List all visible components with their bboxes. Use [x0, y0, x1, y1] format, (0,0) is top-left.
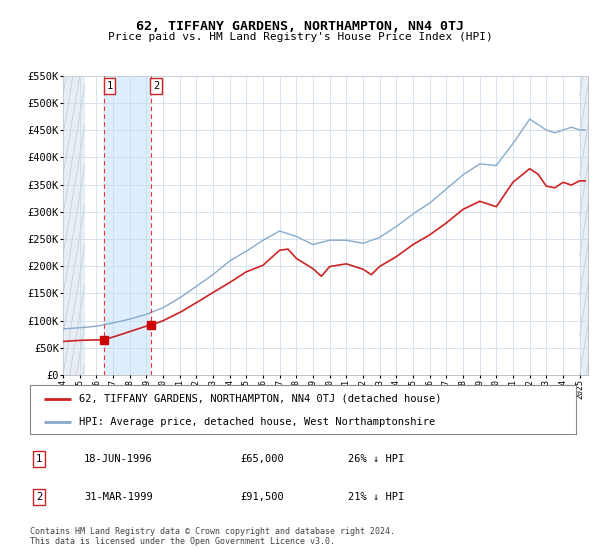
- Text: 26% ↓ HPI: 26% ↓ HPI: [348, 454, 404, 464]
- Text: HPI: Average price, detached house, West Northamptonshire: HPI: Average price, detached house, West…: [79, 417, 436, 427]
- Bar: [580, 76, 596, 375]
- Text: Contains HM Land Registry data © Crown copyright and database right 2024.
This d: Contains HM Land Registry data © Crown c…: [30, 526, 395, 546]
- Text: £91,500: £91,500: [240, 492, 284, 502]
- Text: 2: 2: [36, 492, 42, 502]
- Bar: [104, 76, 151, 375]
- Text: 62, TIFFANY GARDENS, NORTHAMPTON, NN4 0TJ (detached house): 62, TIFFANY GARDENS, NORTHAMPTON, NN4 0T…: [79, 394, 442, 404]
- Text: 62, TIFFANY GARDENS, NORTHAMPTON, NN4 0TJ: 62, TIFFANY GARDENS, NORTHAMPTON, NN4 0T…: [136, 20, 464, 32]
- Text: 18-JUN-1996: 18-JUN-1996: [84, 454, 153, 464]
- Bar: [63, 76, 85, 375]
- Text: 1: 1: [107, 81, 113, 91]
- Text: £65,000: £65,000: [240, 454, 284, 464]
- Text: 31-MAR-1999: 31-MAR-1999: [84, 492, 153, 502]
- Text: Price paid vs. HM Land Registry's House Price Index (HPI): Price paid vs. HM Land Registry's House …: [107, 32, 493, 42]
- Text: 2: 2: [153, 81, 159, 91]
- Text: 21% ↓ HPI: 21% ↓ HPI: [348, 492, 404, 502]
- Text: 1: 1: [36, 454, 42, 464]
